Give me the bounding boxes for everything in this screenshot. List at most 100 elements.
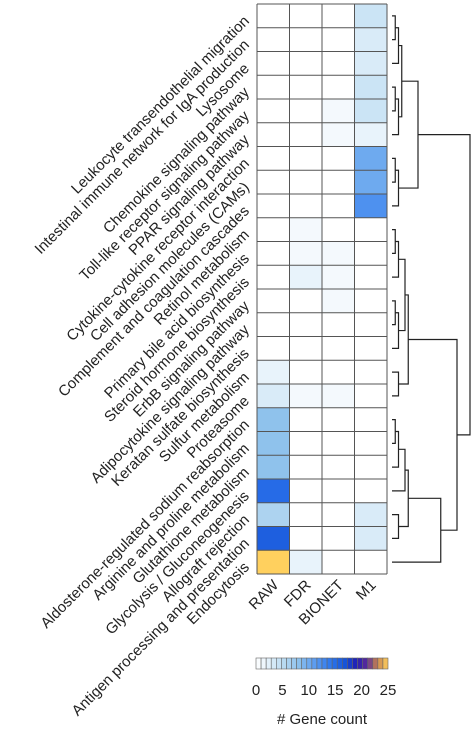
heatmap-cell xyxy=(322,431,355,456)
heatmap-cell xyxy=(257,526,290,551)
heatmap-cell xyxy=(354,241,387,266)
row-labels: Leukocyte transendothelial migrationInte… xyxy=(32,13,254,720)
colorbar-swatch xyxy=(296,657,302,670)
dendrogram-branch xyxy=(418,134,471,436)
heatmap-cell xyxy=(257,4,290,28)
dendrogram-branch xyxy=(392,229,396,254)
dendrogram-branch xyxy=(392,86,396,112)
heatmap-cell xyxy=(322,384,355,408)
heatmap-cell xyxy=(322,289,355,313)
dendrogram-branch xyxy=(392,371,400,397)
colorbar-swatch xyxy=(276,657,282,670)
colorbar-swatch xyxy=(316,657,323,670)
colorbar-swatches xyxy=(255,657,389,670)
heatmap-cell xyxy=(322,550,355,574)
heatmap-cell xyxy=(322,265,355,289)
dendrogram-branch xyxy=(392,497,442,563)
colorbar-swatch xyxy=(260,657,267,670)
heatmap-cell xyxy=(257,75,290,99)
dendrogram-branch xyxy=(392,15,396,41)
colorbar-swatch xyxy=(306,657,313,670)
heatmap-cell xyxy=(257,502,290,527)
heatmap-cell xyxy=(354,99,387,123)
colorbar-swatch xyxy=(367,657,374,670)
heatmap-cell xyxy=(257,241,290,266)
heatmap-cell xyxy=(354,217,387,242)
heatmap-cell xyxy=(322,51,355,76)
heatmap-cell xyxy=(322,407,355,432)
heatmap-cell xyxy=(354,502,387,527)
colorbar-swatch xyxy=(336,657,343,670)
colorbar-swatch xyxy=(372,657,379,670)
heatmap-cell xyxy=(322,146,355,171)
colorbar-swatch xyxy=(362,657,368,670)
heatmap-cell xyxy=(354,170,387,194)
heatmap-cell xyxy=(322,502,355,527)
heatmap-cell xyxy=(354,146,387,171)
colorbar-swatch xyxy=(311,657,318,670)
heatmap-cell xyxy=(257,455,290,479)
heatmap-grid xyxy=(256,3,388,575)
colorbar-swatch xyxy=(382,657,389,670)
heatmap-cell xyxy=(289,4,322,28)
heatmap-cell xyxy=(257,265,290,289)
heatmap-cell xyxy=(289,99,322,123)
dendrogram-branch xyxy=(392,300,396,326)
heatmap-cell xyxy=(289,360,322,384)
heatmap-cell xyxy=(289,217,322,242)
heatmap-cell xyxy=(322,455,355,479)
heatmap-cell xyxy=(257,51,290,76)
heatmap-cell xyxy=(257,336,290,361)
heatmap-cell xyxy=(257,27,290,52)
heatmap-cell xyxy=(257,217,290,242)
heatmap-cell xyxy=(257,122,290,147)
heatmap-cell xyxy=(354,479,387,503)
heatmap-cell xyxy=(322,4,355,28)
heatmap-cell xyxy=(289,312,322,337)
heatmap-cell xyxy=(354,550,387,574)
heatmap-cell xyxy=(354,75,387,99)
colorbar-label: # Gene count xyxy=(277,711,368,728)
heatmap-cell xyxy=(257,146,290,171)
heatmap-cell xyxy=(257,289,290,313)
colorbar: 0 5 10 15 20 25 # Gene count xyxy=(252,657,396,728)
heatmap-cell xyxy=(322,75,355,99)
column-label: RAW xyxy=(246,576,283,613)
heatmap-cell xyxy=(257,550,290,574)
heatmap-cell xyxy=(322,360,355,384)
heatmap-cell xyxy=(322,99,355,123)
heatmap-cell xyxy=(289,194,322,218)
column-label: M1 xyxy=(353,577,380,604)
heatmap-cell xyxy=(289,502,322,527)
colorbar-swatch xyxy=(357,657,363,670)
heatmap-cell xyxy=(354,312,387,337)
colorbar-tick-label: 15 xyxy=(327,682,344,699)
heatmap-cell xyxy=(289,431,322,456)
colorbar-tick-label: 20 xyxy=(353,682,370,699)
heatmap-cell xyxy=(322,526,355,551)
colorbar-tick-label: 0 xyxy=(252,682,260,699)
heatmap-cell xyxy=(289,550,322,574)
heatmap-cell xyxy=(354,27,387,52)
heatmap-cell xyxy=(322,312,355,337)
colorbar-swatch xyxy=(342,657,348,670)
colorbar-swatch xyxy=(347,657,353,670)
colorbar-swatch xyxy=(326,657,333,670)
heatmap-cell xyxy=(289,170,322,194)
heatmap-cell xyxy=(289,51,322,76)
heatmap-cell xyxy=(354,122,387,147)
heatmap-cell xyxy=(257,431,290,456)
heatmap-cell xyxy=(322,479,355,503)
heatmap-cell xyxy=(257,360,290,384)
heatmap-cell xyxy=(322,336,355,361)
colorbar-swatch xyxy=(270,657,277,670)
heatmap-cell xyxy=(289,526,322,551)
colorbar-tick-label: 5 xyxy=(278,682,286,699)
heatmap-cell xyxy=(354,194,387,218)
heatmap-cell xyxy=(354,384,387,408)
heatmap-cell xyxy=(289,336,322,361)
heatmap-cell xyxy=(322,122,355,147)
colorbar-swatch xyxy=(321,657,328,670)
heatmap-cell xyxy=(289,455,322,479)
heatmap-cell xyxy=(289,265,322,289)
